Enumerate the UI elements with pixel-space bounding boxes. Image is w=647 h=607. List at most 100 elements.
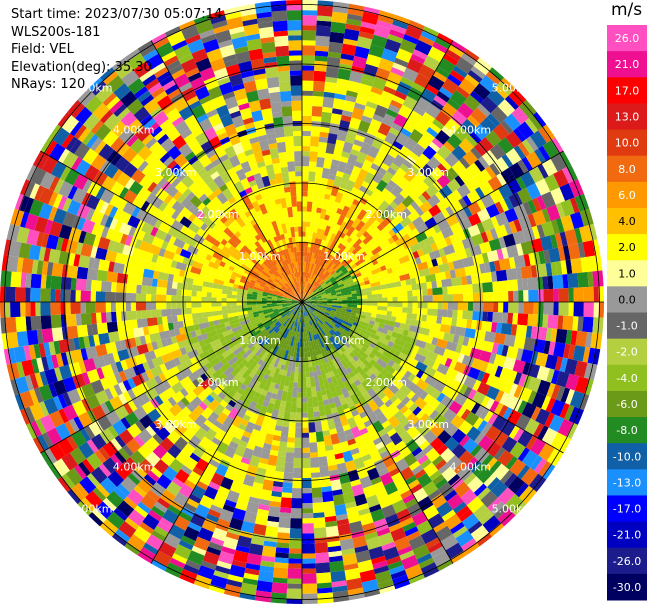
velocity-bin: [113, 507, 128, 522]
velocity-bin: [285, 282, 293, 291]
velocity-bin: [103, 113, 121, 131]
velocity-bin: [302, 80, 314, 86]
velocity-bin: [231, 176, 241, 185]
velocity-bin: [380, 432, 393, 446]
velocity-bin: [340, 205, 350, 217]
velocity-bin: [268, 505, 281, 518]
velocity-bin: [303, 271, 306, 282]
velocity-bin: [406, 236, 419, 248]
velocity-bin: [310, 467, 320, 473]
velocity-bin: [232, 549, 249, 563]
velocity-bin: [118, 381, 128, 394]
velocity-bin: [564, 358, 578, 375]
velocity-bin: [481, 422, 492, 436]
velocity-bin: [347, 80, 361, 93]
velocity-bin: [541, 158, 558, 177]
velocity-bin: [325, 236, 331, 243]
velocity-bin: [267, 211, 274, 218]
velocity-bin: [403, 408, 413, 418]
velocity-bin: [557, 418, 574, 437]
velocity-bin: [331, 108, 343, 115]
velocity-bin: [151, 505, 165, 518]
velocity-bin: [312, 502, 324, 509]
velocity-bin: [370, 476, 382, 486]
velocity-bin: [254, 363, 261, 370]
velocity-bin: [338, 119, 351, 132]
velocity-bin: [83, 232, 97, 246]
velocity-bin: [472, 283, 483, 294]
velocity-bin: [111, 311, 117, 322]
velocity-bin: [253, 255, 263, 265]
velocity-bin: [266, 330, 276, 340]
velocity-bin: [48, 341, 56, 356]
velocity-bin: [429, 470, 442, 482]
velocity-bin: [179, 376, 193, 388]
colorbar-swatch: [607, 181, 647, 209]
velocity-bin: [327, 418, 336, 431]
velocity-bin: [419, 163, 434, 178]
velocity-bin: [188, 370, 201, 382]
velocity-bin: [460, 408, 471, 421]
velocity-bin: [64, 420, 76, 436]
velocity-bin: [365, 54, 382, 68]
velocity-bin: [350, 312, 357, 317]
velocity-bin: [325, 76, 338, 84]
velocity-bin: [315, 365, 321, 371]
velocity-bin: [185, 67, 200, 78]
velocity-bin: [410, 53, 426, 65]
velocity-bin: [367, 274, 374, 281]
velocity-bin: [472, 302, 484, 312]
velocity-bin: [558, 288, 569, 302]
velocity-bin: [319, 384, 326, 391]
velocity-bin: [248, 412, 259, 425]
velocity-bin: [463, 542, 480, 556]
velocity-bin: [330, 113, 342, 125]
velocity-bin: [151, 309, 162, 318]
velocity-bin: [345, 367, 353, 374]
velocity-bin: [227, 184, 237, 193]
velocity-bin: [410, 483, 423, 494]
velocity-bin: [328, 315, 338, 323]
azimuth-spoke: [301, 301, 564, 454]
velocity-bin: [282, 370, 288, 376]
velocity-bin: [338, 326, 345, 332]
velocity-bin: [97, 415, 113, 431]
velocity-bin: [464, 73, 480, 87]
velocity-bin: [330, 222, 337, 229]
velocity-bin: [562, 343, 571, 359]
velocity-bin: [132, 363, 146, 376]
velocity-bin: [251, 294, 258, 298]
velocity-bin: [391, 370, 404, 382]
velocity-bin: [364, 244, 376, 255]
velocity-bin: [302, 0, 318, 11]
velocity-bin: [318, 141, 328, 148]
velocity-bin: [61, 115, 80, 134]
velocity-bin: [179, 206, 193, 220]
velocity-bin: [565, 329, 573, 345]
velocity-bin: [538, 461, 552, 477]
velocity-bin: [389, 394, 399, 403]
velocity-bin: [400, 466, 415, 481]
velocity-bin: [266, 302, 272, 304]
velocity-bin: [286, 281, 294, 291]
velocity-bin: [156, 294, 167, 302]
velocity-bin: [291, 290, 296, 295]
velocity-bin: [361, 180, 370, 189]
velocity-bin: [177, 171, 188, 181]
velocity-bin: [294, 272, 297, 278]
velocity-bin: [183, 526, 200, 542]
velocity-bin: [326, 305, 337, 310]
velocity-bin: [379, 208, 391, 221]
velocity-bin: [249, 196, 257, 204]
velocity-bin: [137, 90, 152, 103]
velocity-bin: [293, 246, 298, 258]
velocity-bin: [126, 456, 139, 470]
velocity-bin: [587, 347, 596, 364]
velocity-bin: [246, 293, 253, 297]
velocity-bin: [358, 31, 374, 40]
velocity-bin: [60, 302, 66, 315]
velocity-bin: [172, 320, 184, 330]
velocity-bin: [535, 352, 549, 368]
velocity-bin: [38, 187, 54, 205]
velocity-bin: [280, 197, 288, 209]
